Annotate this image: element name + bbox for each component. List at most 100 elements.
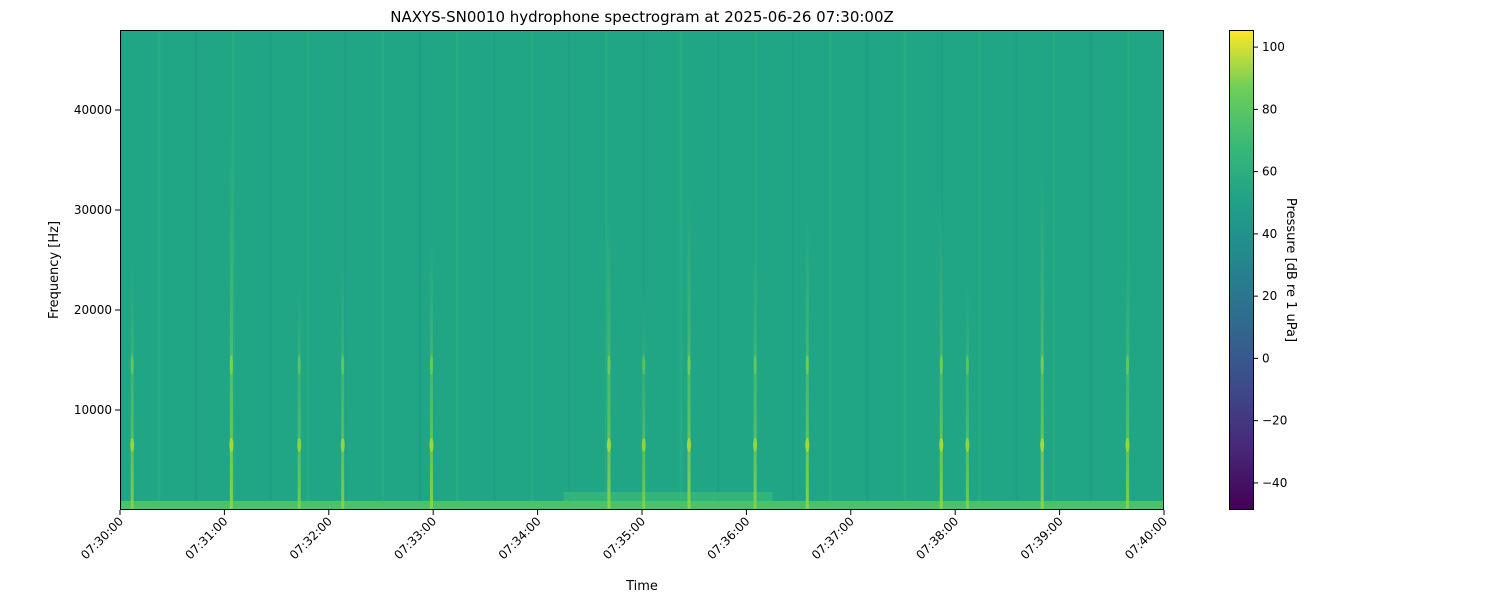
transient-event-harmonic — [687, 355, 691, 375]
x-tick-label: 07:35:00 — [600, 514, 648, 562]
spectrogram-texture — [904, 30, 907, 510]
spectrogram-texture — [494, 30, 497, 510]
spectrogram-texture — [121, 30, 124, 510]
spectrogram-texture — [270, 30, 273, 510]
transient-event-streak — [687, 197, 691, 510]
spectrogram-texture — [979, 30, 981, 510]
x-tick-label: 07:30:00 — [78, 514, 126, 562]
x-tick-label: 07:33:00 — [391, 514, 439, 562]
y-axis: 10000 20000 30000 40000 — [74, 103, 120, 417]
spectrogram-texture — [793, 30, 795, 510]
transient-event-harmonic — [607, 355, 611, 375]
transient-event-streak — [429, 242, 433, 510]
spectrogram-texture — [345, 30, 347, 510]
transient-event-peak — [340, 438, 345, 452]
transient-event-peak — [130, 438, 135, 452]
plot-frame — [120, 30, 1164, 510]
transient-event-peak — [641, 438, 646, 452]
plot-area — [120, 30, 1164, 511]
spectrogram-texture — [569, 30, 571, 510]
x-tick-label: 07:37:00 — [809, 514, 857, 562]
y-axis-label: Frequency [Hz] — [47, 221, 62, 319]
colorbar — [1229, 30, 1254, 510]
x-tick-label: 07:34:00 — [496, 514, 544, 562]
transient-event-streak — [1040, 174, 1044, 511]
transient-event-peak — [606, 438, 611, 452]
spectrogram-texture — [643, 30, 646, 510]
x-tick-label: 07:36:00 — [705, 514, 753, 562]
transient-event-harmonic — [229, 355, 233, 375]
transient-event-harmonic — [753, 355, 757, 375]
transient-event-streak — [1125, 264, 1129, 510]
transient-event-harmonic — [805, 355, 809, 375]
transient-event-streak — [229, 130, 233, 510]
transient-event-streak — [965, 286, 969, 510]
spectrogram-texture — [1016, 30, 1019, 510]
chart-title: NAXYS-SN0010 hydrophone spectrogram at 2… — [390, 8, 894, 26]
transient-event-peak — [1125, 438, 1130, 452]
low-frequency-bump — [563, 492, 773, 501]
spectrogram-texture — [1054, 30, 1056, 510]
x-tick-label: 07:31:00 — [183, 514, 231, 562]
spectrogram-texture — [681, 30, 683, 510]
transient-event-peak — [805, 438, 810, 452]
spectrogram-texture — [457, 30, 459, 510]
x-tick-label: 07:32:00 — [287, 514, 335, 562]
transient-event-peak — [753, 438, 758, 452]
x-axis: 07:30:00 07:31:00 07:32:00 07:33:00 07:34:00… — [78, 510, 1170, 562]
transient-event-peak — [229, 438, 234, 452]
transient-event-peak — [297, 438, 302, 452]
y-tick-label: 40000 — [74, 103, 112, 117]
y-tick-label: 20000 — [74, 303, 112, 317]
transient-event-streak — [642, 286, 646, 510]
transient-event-peak — [429, 438, 434, 452]
transient-event-streak — [130, 264, 134, 510]
transient-event-peak — [1040, 438, 1045, 452]
x-tick-label: 07:38:00 — [913, 514, 961, 562]
spectrogram-texture — [606, 30, 608, 510]
transient-event-streak — [753, 264, 757, 510]
x-axis-label: Time — [625, 579, 658, 594]
transient-event-harmonic — [642, 355, 646, 375]
colorbar-tick-label: 80 — [1262, 102, 1277, 116]
transient-event-streak — [341, 264, 345, 510]
x-tick-label: 07:40:00 — [1122, 514, 1170, 562]
y-tick-label: 10000 — [74, 403, 112, 417]
colorbar-tick-label: 0 — [1262, 351, 1270, 365]
transient-event-harmonic — [1125, 355, 1129, 375]
spectrogram-texture — [718, 30, 720, 510]
colorbar-tick-label: 20 — [1262, 289, 1277, 303]
transient-event-streak — [939, 197, 943, 510]
colorbar-tick-label: 100 — [1262, 40, 1285, 54]
spectrogram-texture — [233, 30, 235, 510]
transient-event-harmonic — [130, 355, 134, 375]
spectrogram-texture — [308, 30, 310, 510]
spectrogram-texture — [1128, 30, 1131, 510]
spectrogram-texture — [830, 30, 832, 510]
low-frequency-band — [120, 501, 1164, 510]
spectrogram-texture — [196, 30, 198, 510]
transient-event-harmonic — [939, 355, 943, 375]
spectrogram-texture — [1091, 30, 1093, 510]
transient-event-peak — [965, 438, 970, 452]
transient-event-peak — [686, 438, 691, 452]
colorbar-tick-label: −40 — [1262, 476, 1287, 490]
spectrogram-texture — [382, 30, 385, 510]
transient-event-harmonic — [965, 355, 969, 375]
colorbar-axis: −40 −20 0 20 40 60 80 100 — [1253, 40, 1287, 490]
spectrogram-texture — [867, 30, 870, 510]
transient-event-harmonic — [429, 355, 433, 375]
spectrogram-texture — [158, 30, 161, 510]
spectrogram-background — [120, 30, 1164, 510]
spectrogram-texture — [942, 30, 944, 510]
colorbar-tick-label: −20 — [1262, 414, 1287, 428]
spectrogram-texture — [420, 30, 422, 510]
transient-event-harmonic — [341, 355, 345, 375]
transient-event-harmonic — [1040, 355, 1044, 375]
transient-event-harmonic — [297, 355, 301, 375]
spectrogram-texture — [531, 30, 534, 510]
transient-event-streak — [297, 286, 301, 510]
x-tick-label: 07:39:00 — [1018, 514, 1066, 562]
colorbar-tick-label: 60 — [1262, 165, 1277, 179]
